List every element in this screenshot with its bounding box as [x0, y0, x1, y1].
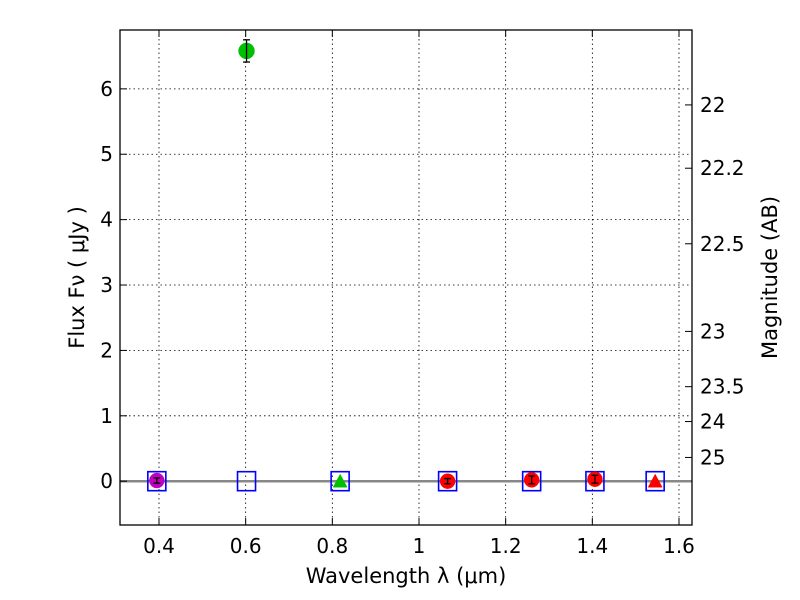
- data-marks: [147, 39, 665, 492]
- magnitude-tick-label: 23.5: [700, 375, 745, 399]
- y-axis-label: Flux Fν ( μJy ): [65, 206, 89, 349]
- open-square-marker: [147, 470, 167, 492]
- y-tick-label: 5: [100, 142, 113, 166]
- open-square-marker: [236, 470, 257, 492]
- x-tick-label: 1.2: [490, 534, 522, 558]
- x-axis-label: Wavelength λ (μm): [306, 564, 507, 588]
- triangle-marker: [332, 473, 348, 488]
- x-tick-label: 1.4: [576, 534, 608, 558]
- open-square-marker: [645, 470, 665, 492]
- magnitude-tick-label: 23: [700, 319, 725, 343]
- y-tick-label: 0: [100, 469, 113, 493]
- grid: [120, 30, 692, 525]
- open-square-marker: [437, 470, 458, 492]
- x-tick-label: 0.4: [143, 534, 175, 558]
- open-square-marker: [330, 470, 350, 492]
- y-tick-label: 1: [100, 404, 113, 428]
- triangle-marker: [647, 473, 663, 488]
- x-tick-label: 0.8: [316, 534, 348, 558]
- open-square-marker: [521, 470, 542, 492]
- magnitude-axis-label: Magnitude (AB): [758, 196, 782, 359]
- magnitude-tick-label: 24: [700, 410, 725, 434]
- magnitude-tick-label: 22.5: [700, 232, 745, 256]
- y-tick-label: 3: [100, 273, 113, 297]
- magnitude-tick-label: 22: [700, 93, 725, 117]
- x-tick-label: 1.6: [663, 534, 695, 558]
- x-tick-label: 1: [413, 534, 426, 558]
- x-tick-label: 0.6: [230, 534, 262, 558]
- y-tick-label: 6: [100, 77, 113, 101]
- magnitude-tick-label: 22.2: [700, 156, 745, 180]
- magnitude-tick-label: 25: [700, 445, 725, 469]
- y-tick-label: 2: [100, 338, 113, 362]
- ticks: 0.4 0.6 0.8 1 1.2 1.4 1.601234562222.222.52323…: [100, 30, 745, 558]
- y-tick-label: 4: [100, 208, 113, 232]
- plot-frame: [119, 29, 693, 526]
